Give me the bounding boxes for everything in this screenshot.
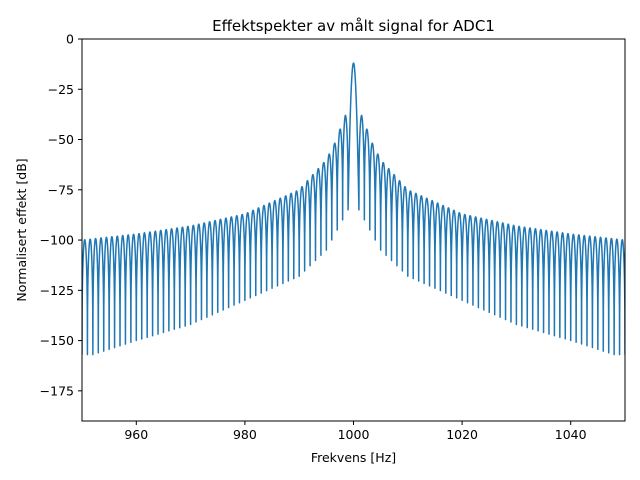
y-tick-label: −25 — [48, 82, 74, 97]
series-line — [82, 62, 625, 356]
y-axis-label: Normalisert effekt [dB] — [14, 158, 29, 301]
x-tick-label: 1000 — [338, 427, 370, 442]
y-tick-label: 0 — [66, 32, 74, 47]
y-tick-label: −75 — [48, 182, 74, 197]
y-axis: 0 −25 −50 −75 −100 −125 −150 −175 — [40, 32, 82, 398]
chart-title: Effektspekter av målt signal for ADC1 — [212, 17, 495, 35]
y-tick-label: −125 — [40, 283, 74, 298]
x-tick-label: 960 — [124, 427, 148, 442]
y-tick-label: −175 — [40, 383, 74, 398]
x-tick-label: 980 — [233, 427, 257, 442]
x-axis: 960 980 1000 1020 1040 — [124, 421, 587, 442]
y-tick-label: −50 — [48, 132, 74, 147]
x-axis-label: Frekvens [Hz] — [311, 450, 396, 465]
y-tick-label: −100 — [40, 233, 74, 248]
x-tick-label: 1020 — [446, 427, 478, 442]
x-tick-label: 1040 — [555, 427, 587, 442]
series-layer — [82, 62, 625, 356]
y-tick-label: −150 — [40, 333, 74, 348]
